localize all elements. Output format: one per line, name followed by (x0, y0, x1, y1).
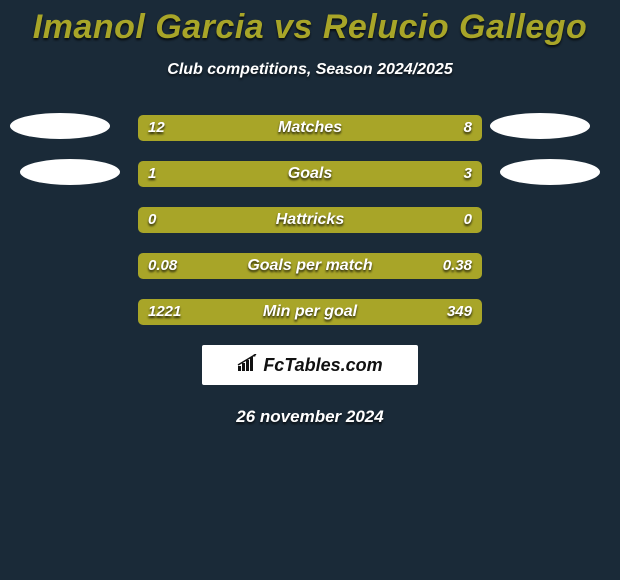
stat-row: 00Hattricks (0, 207, 620, 233)
value-player2: 0.38 (443, 253, 472, 279)
bar-player1 (138, 115, 344, 141)
bar-track (138, 161, 482, 187)
brand-box: FcTables.com (202, 345, 418, 385)
bar-track (138, 115, 482, 141)
bar-player1 (138, 207, 310, 233)
bar-track (138, 299, 482, 325)
stat-row: 128Matches (0, 115, 620, 141)
team-badge-placeholder (490, 113, 590, 139)
stat-row: 0.080.38Goals per match (0, 253, 620, 279)
bar-track (138, 253, 482, 279)
date-label: 26 november 2024 (0, 407, 620, 427)
value-player2: 8 (464, 115, 472, 141)
bar-track (138, 207, 482, 233)
subtitle: Club competitions, Season 2024/2025 (0, 61, 620, 79)
stats-rows: 128Matches13Goals00Hattricks0.080.38Goal… (0, 115, 620, 325)
value-player1: 12 (148, 115, 165, 141)
bar-player2 (344, 115, 482, 141)
value-player1: 0 (148, 207, 156, 233)
team-badge-placeholder (10, 113, 110, 139)
stat-row: 1221349Min per goal (0, 299, 620, 325)
bar-chart-icon (237, 354, 259, 377)
value-player1: 1221 (148, 299, 181, 325)
value-player2: 3 (464, 161, 472, 187)
value-player2: 0 (464, 207, 472, 233)
brand-label: FcTables.com (263, 355, 382, 376)
bar-player2 (198, 253, 482, 279)
team-badge-placeholder (500, 159, 600, 185)
page-title: Imanol Garcia vs Relucio Gallego (0, 0, 620, 47)
value-player1: 0.08 (148, 253, 177, 279)
bar-player2 (224, 161, 482, 187)
stat-row: 13Goals (0, 161, 620, 187)
bar-player2 (310, 207, 482, 233)
team-badge-placeholder (20, 159, 120, 185)
comparison-infographic: Imanol Garcia vs Relucio Gallego Club co… (0, 0, 620, 580)
value-player1: 1 (148, 161, 156, 187)
value-player2: 349 (447, 299, 472, 325)
